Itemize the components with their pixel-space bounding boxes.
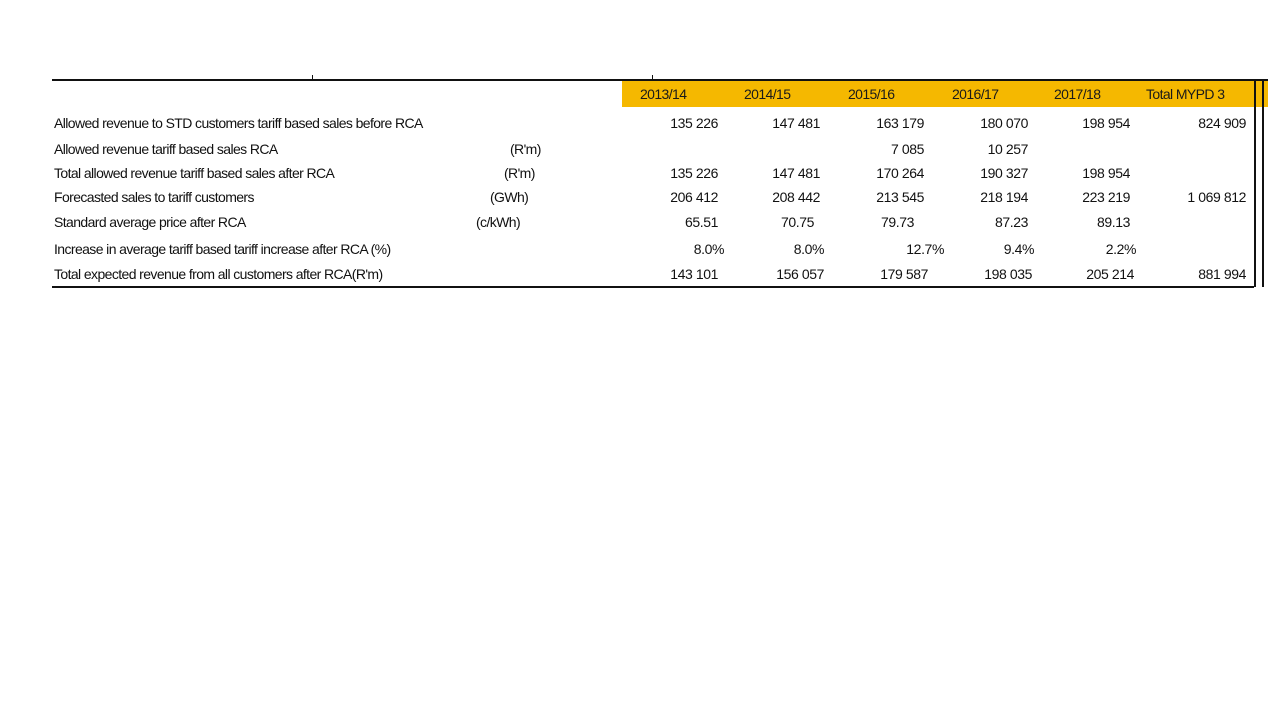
table-cell: 70.75: [780, 214, 814, 230]
row-label-allowed-revenue-rca: Allowed revenue tariff based sales RCA: [54, 141, 278, 157]
table-cell: 198 954: [1082, 115, 1130, 131]
table-cell: 180 070: [980, 115, 1028, 131]
table-cell: 12.7%: [906, 241, 944, 257]
row-label-total-allowed-revenue: Total allowed revenue tariff based sales…: [54, 165, 335, 181]
column-header-total: Total MYPD 3: [1146, 86, 1225, 102]
table-cell: 143 101: [670, 266, 718, 282]
bottom-rule: [52, 286, 1254, 288]
column-header-2017-18: 2017/18: [1054, 86, 1101, 102]
row-unit: (R'm): [510, 141, 541, 157]
table-cell: 223 219: [1082, 189, 1130, 205]
column-header-2016-17: 2016/17: [952, 86, 999, 102]
column-header-2013-14: 2013/14: [640, 86, 687, 102]
column-header-2014-15: 2014/15: [744, 86, 791, 102]
table-cell: 79.73: [880, 214, 914, 230]
row-unit: (R'm): [504, 165, 535, 181]
table-cell: 8.0%: [693, 241, 725, 257]
table-cell: 9.4%: [1003, 241, 1035, 257]
table-cell: 135 226: [670, 115, 718, 131]
table-cell: 198 035: [984, 266, 1032, 282]
table-right-border: [1262, 81, 1264, 287]
table-cell: 170 264: [876, 165, 924, 181]
row-label-forecasted-sales: Forecasted sales to tariff customers: [54, 189, 255, 205]
top-rule: [52, 79, 1268, 81]
column-header-2015-16: 2015/16: [848, 86, 895, 102]
table-cell: 198 954: [1082, 165, 1130, 181]
table-cell: 65.51: [684, 214, 718, 230]
table-cell: 1 069 812: [1187, 189, 1246, 205]
table-cell: 147 481: [772, 165, 820, 181]
row-label-standard-average-price: Standard average price after RCA: [54, 214, 246, 230]
table-cell: 8.0%: [793, 241, 825, 257]
table-cell: 179 587: [880, 266, 928, 282]
table-cell: 213 545: [876, 189, 924, 205]
table-cell: 163 179: [876, 115, 924, 131]
table-cell: 205 214: [1086, 266, 1134, 282]
table-cell: 824 909: [1198, 115, 1246, 131]
table-cell: 10 257: [987, 141, 1029, 157]
rule-tick: [312, 75, 313, 79]
row-unit: (c/kWh): [476, 214, 521, 230]
table-cell: 87.23: [994, 214, 1028, 230]
header-band: [622, 81, 1268, 107]
rule-tick: [652, 75, 653, 79]
table-cell: 190 327: [980, 165, 1028, 181]
row-label-allowed-revenue-before-rca: Allowed revenue to STD customers tariff …: [54, 115, 423, 131]
table-cell: 7 085: [890, 141, 924, 157]
row-label-total-expected-revenue: Total expected revenue from all customer…: [54, 266, 383, 282]
table-right-border: [1254, 81, 1256, 287]
row-label-increase-average-tariff: Increase in average tariff based tariff …: [54, 241, 391, 257]
table-cell: 218 194: [980, 189, 1028, 205]
table-cell: 881 994: [1198, 266, 1246, 282]
table-cell: 156 057: [776, 266, 824, 282]
table-cell: 135 226: [670, 165, 718, 181]
table-cell: 89.13: [1096, 214, 1130, 230]
table-cell: 2.2%: [1105, 241, 1137, 257]
table-cell: 147 481: [772, 115, 820, 131]
row-unit: (GWh): [490, 189, 529, 205]
table-cell: 206 412: [670, 189, 718, 205]
table-cell: 208 442: [772, 189, 820, 205]
